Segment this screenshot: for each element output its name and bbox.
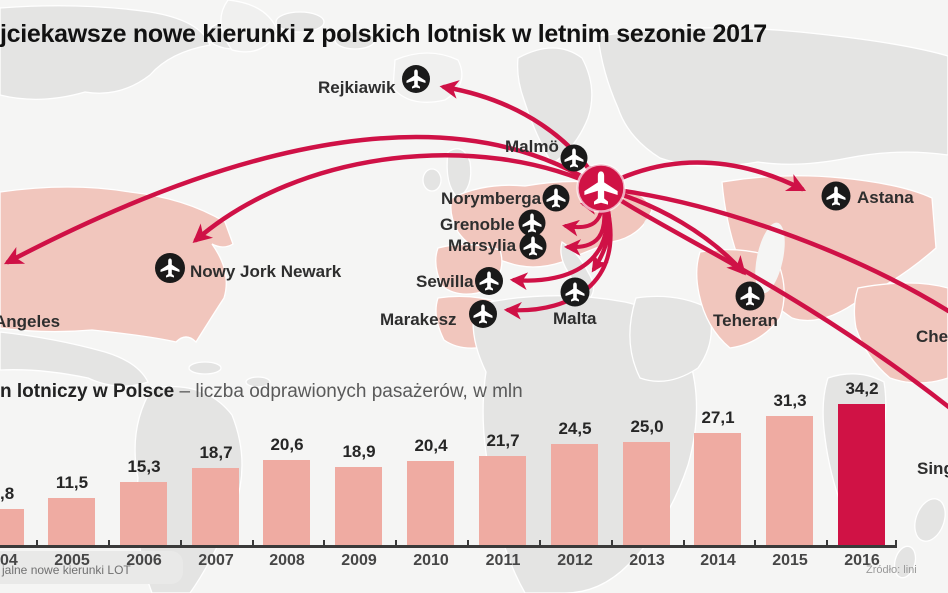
bar-2012 xyxy=(551,444,598,546)
dest-malta-label: Malta xyxy=(553,309,597,328)
bar-value: 20,4 xyxy=(414,436,448,455)
year-label: 2013 xyxy=(629,552,665,569)
country-china xyxy=(853,282,948,384)
dest-nowy-jork-marker xyxy=(155,253,185,283)
bar-value: 20,6 xyxy=(270,435,304,454)
caspian-sea xyxy=(755,222,785,294)
year-label: 2015 xyxy=(772,552,808,569)
dest-nowy-jork-label: Nowy Jork Newark xyxy=(190,262,342,281)
dest-marsylia-label: Marsylia xyxy=(448,236,517,255)
footnote: jalne nowe kierunki LOT xyxy=(2,563,131,577)
chart-heading: n lotniczy w Polsce – liczba odprawionyc… xyxy=(0,381,523,403)
year-label: 2008 xyxy=(269,552,305,569)
dest-astana-label: Astana xyxy=(857,188,914,207)
landmass-mexico xyxy=(0,331,149,387)
landmass-russia xyxy=(597,27,948,167)
bar-value: 21,7 xyxy=(486,431,520,450)
bar-2013 xyxy=(623,442,670,546)
x-axis xyxy=(0,545,897,548)
dest-los-angeles-label: Angeles xyxy=(0,312,61,331)
chart-heading-rest: – liczba odprawionych pasażerów, w mln xyxy=(179,381,523,402)
year-label: 2011 xyxy=(485,552,521,569)
dest-grenoble-label: Grenoble xyxy=(440,215,515,234)
landmass-canada xyxy=(0,5,211,100)
year-label: 2012 xyxy=(557,552,593,569)
bar-value: 18,7 xyxy=(199,443,233,462)
chart-heading-bold: n lotniczy w Polsce xyxy=(0,381,180,402)
bar-value: 25,0 xyxy=(630,417,664,436)
dest-rejkiawik-label: Rejkiawik xyxy=(318,78,396,97)
bar-2010 xyxy=(407,461,454,546)
bar-2004 xyxy=(0,509,24,546)
route-arrow-los-angeles xyxy=(3,134,604,265)
bar-2005 xyxy=(48,498,95,546)
footnote-panel xyxy=(0,551,183,584)
bar-value: 15,3 xyxy=(127,457,161,476)
route-arrow-nowy-jork xyxy=(192,153,604,243)
dest-marakesz-label: Marakesz xyxy=(380,310,457,329)
destination-markers xyxy=(155,65,851,328)
dest-singapur-label: Sing xyxy=(917,459,948,478)
bar-2015 xyxy=(766,416,813,546)
bar-value: 27,1 xyxy=(701,408,735,427)
bar-2011 xyxy=(479,456,526,546)
bar-value: 34,2 xyxy=(845,379,879,398)
year-label: 2005 xyxy=(54,552,90,569)
hub-marker xyxy=(576,163,626,213)
bar-value: 31,3 xyxy=(773,391,807,410)
bar-value: 24,5 xyxy=(558,419,592,438)
bar-2016-highlight xyxy=(838,404,885,546)
dest-malmo-marker xyxy=(560,144,588,172)
country-usa xyxy=(0,186,234,344)
bar-value: ,8 xyxy=(0,484,15,503)
dest-malta-marker xyxy=(560,277,590,307)
page-title: jciekawsze nowe kierunki z polskich lotn… xyxy=(0,20,767,48)
bar-value: 18,9 xyxy=(342,442,376,461)
route-arrow-singapur xyxy=(598,185,948,410)
year-label: 2007 xyxy=(198,552,234,569)
dest-sewilla-marker xyxy=(475,267,503,295)
bar-value: 11,5 xyxy=(55,473,89,492)
year-label: 2009 xyxy=(341,552,377,569)
landmass-scandinavia xyxy=(516,47,593,165)
year-label: 2014 xyxy=(700,552,736,569)
dest-sewilla-label: Sewilla xyxy=(416,272,474,291)
year-label: 04 xyxy=(0,552,18,569)
dest-marakesz-marker xyxy=(469,300,497,328)
dest-teheran-marker xyxy=(735,281,765,311)
source-credit: Źródło: lini xyxy=(866,564,917,576)
year-label: 2006 xyxy=(126,552,162,569)
route-arrow-astana xyxy=(598,160,807,192)
year-label: 2016 xyxy=(844,552,880,569)
bar-2006 xyxy=(120,482,167,546)
bar-2007 xyxy=(192,468,239,546)
bar-2009 xyxy=(335,467,382,546)
landmass-uk xyxy=(446,148,472,199)
dest-marsylia-marker xyxy=(519,232,547,260)
bar-2014 xyxy=(694,433,741,546)
year-label: 2010 xyxy=(413,552,449,569)
dest-grenoble-marker xyxy=(518,209,546,237)
bar-2008 xyxy=(263,460,310,546)
dest-norymberga-label: Norymberga xyxy=(441,189,542,208)
landmass-arabia xyxy=(629,295,712,382)
dest-rejkiawik-marker xyxy=(402,65,430,93)
dest-astana-marker xyxy=(821,181,851,211)
dest-teheran-label: Teheran xyxy=(713,311,778,330)
dest-malmo-label: Malmö xyxy=(505,137,559,156)
landmass-greenland xyxy=(220,0,279,53)
dest-chengdu-label: Che xyxy=(916,327,948,346)
route-arrow-chengdu xyxy=(598,185,948,314)
dest-norymberga-marker xyxy=(542,184,570,212)
